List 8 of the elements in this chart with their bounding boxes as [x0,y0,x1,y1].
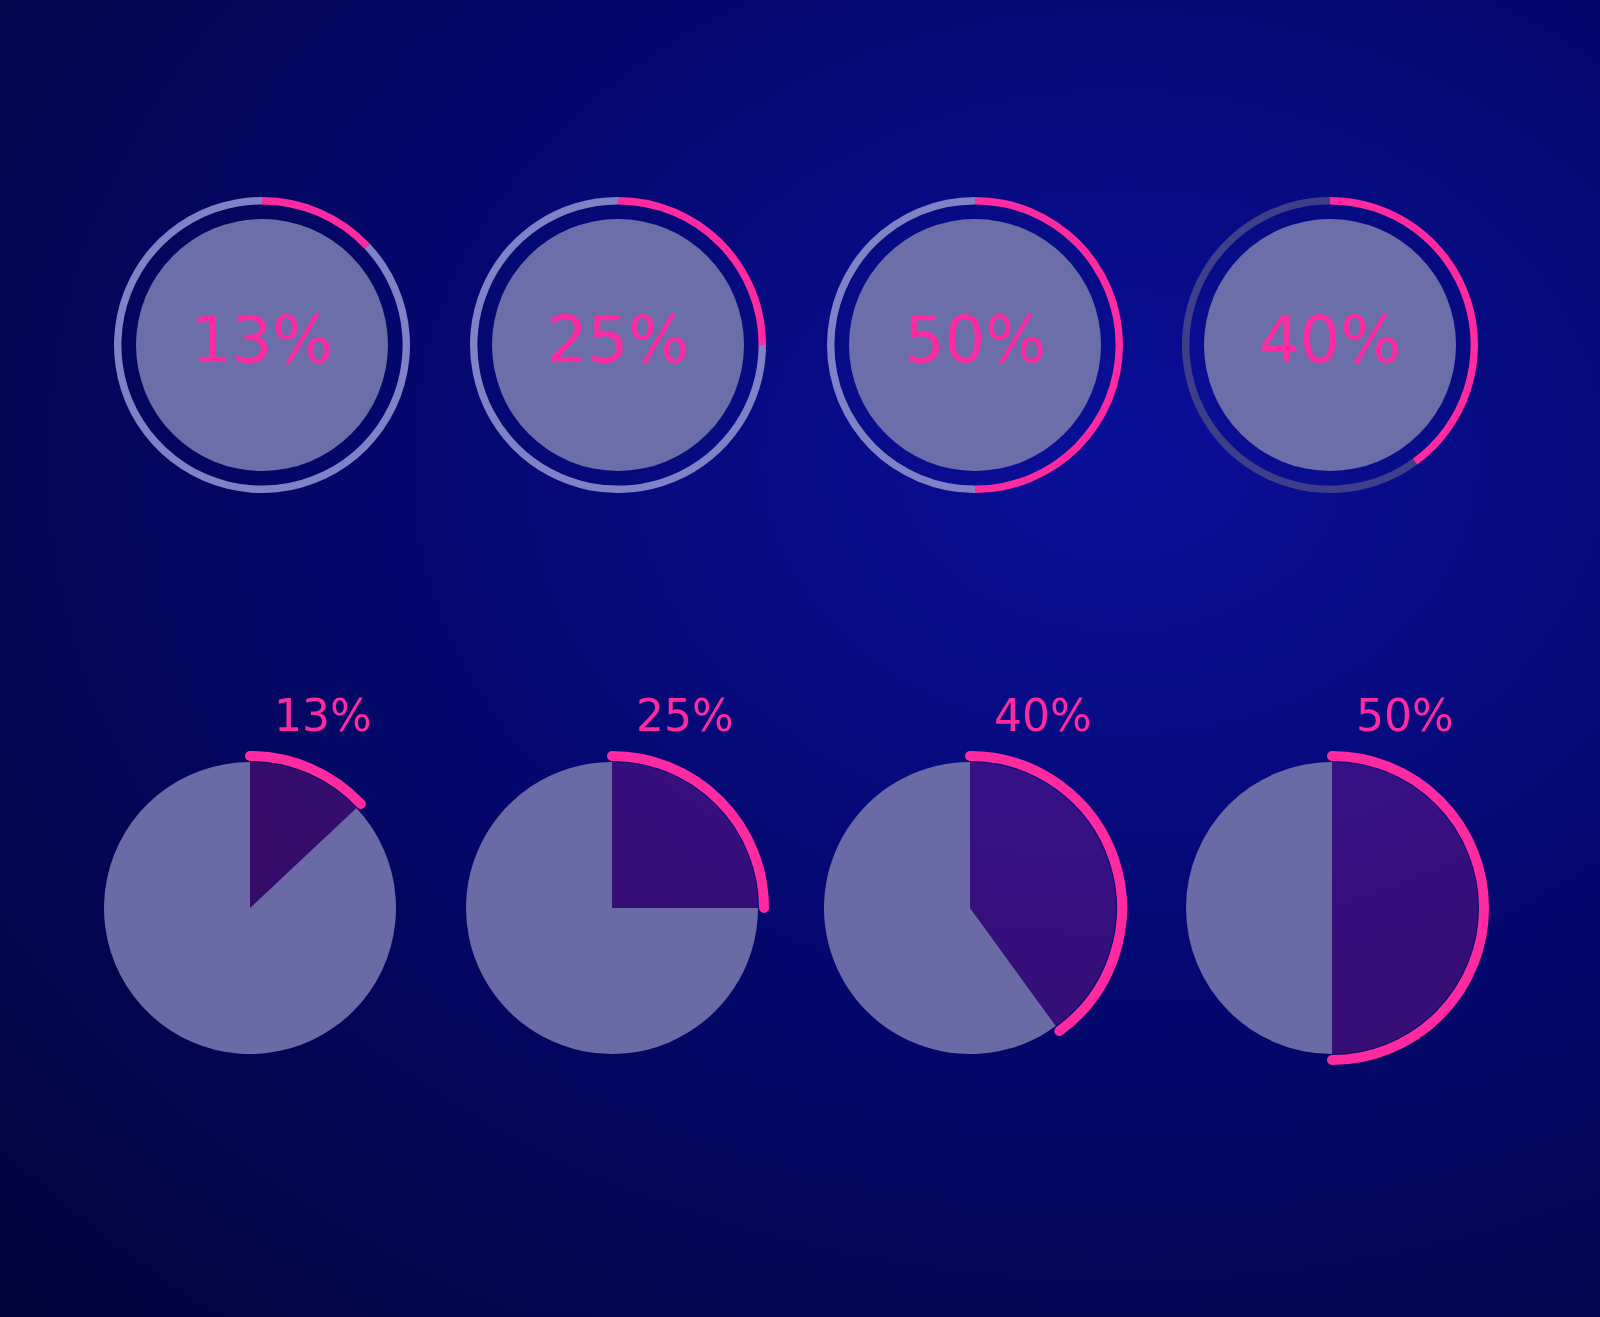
data-label: 13% [274,690,372,742]
data-label: 25% [546,302,690,377]
data-label: 50% [903,302,1047,377]
data-label: 25% [636,690,734,742]
data-label: 40% [994,690,1092,742]
data-label: 50% [1356,690,1454,742]
data-label: 13% [190,302,334,377]
data-label: 40% [1258,302,1402,377]
